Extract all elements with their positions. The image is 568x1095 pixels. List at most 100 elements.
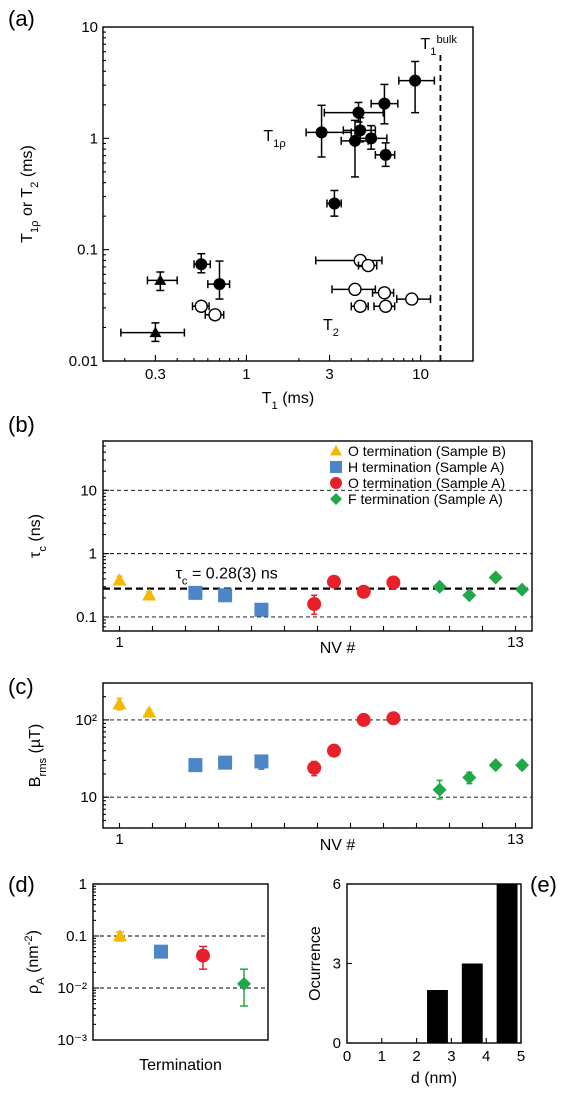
x-tick-label: 0.3 <box>145 366 166 383</box>
x-tick-label: 10 <box>412 366 429 383</box>
y-tick-label: 0.1 <box>66 928 87 945</box>
y-tick-label: 10⁻² <box>57 980 87 997</box>
y-tick-label: 10² <box>75 712 97 729</box>
y-tick-label: 0.1 <box>77 242 98 259</box>
y-axis-label: Ocurrence <box>307 926 324 1001</box>
data-point-open <box>348 282 362 297</box>
y-tick-label: 0 <box>333 1035 341 1052</box>
panel-c-chart: 10 10² 1 13 NV # Brms (µT) <box>27 682 533 854</box>
legend-marker-square <box>330 461 342 473</box>
data-point-open <box>377 286 392 300</box>
legend-label: O termination (Sample B) <box>348 443 506 459</box>
data-point-triangle <box>149 326 162 338</box>
y-tick-label: 1 <box>90 130 98 147</box>
x-tick-label: 2 <box>412 1048 420 1065</box>
y-tick-label: 3 <box>333 956 341 973</box>
data-point-open <box>208 308 222 322</box>
data-point-triangle <box>154 274 167 285</box>
data-point-filled <box>328 197 341 210</box>
x-tick-label: 1 <box>378 1048 386 1065</box>
legend-marker-diamond <box>330 493 342 505</box>
data-point-triangle <box>142 705 157 718</box>
y-tick-label: 1 <box>79 876 87 893</box>
y-axis-label: T1ρ or T2 (ms) <box>19 145 41 243</box>
data-point-circle <box>386 711 401 726</box>
x-tick-label: 1 <box>115 831 123 848</box>
data-point-diamond <box>237 976 251 991</box>
data-point-triangle <box>112 573 127 586</box>
x-tick-label: 13 <box>507 634 524 651</box>
x-tick-label: 4 <box>482 1048 490 1065</box>
legend-label: F termination (Sample A) <box>348 491 503 507</box>
histogram-bar <box>496 884 518 1043</box>
data-point-circle <box>386 575 401 590</box>
data-point-square <box>218 588 233 603</box>
x-axis-label: Termination <box>139 1057 222 1074</box>
plot-frame <box>102 26 474 362</box>
legend-label: O termination (Sample A) <box>348 475 505 491</box>
data-point-filled <box>348 134 361 147</box>
data-point-circle <box>327 743 341 758</box>
y-error-bar <box>350 119 359 178</box>
x-tick-label: 3 <box>325 366 333 383</box>
y-tick-label: 0.01 <box>69 353 98 370</box>
data-point-filled <box>213 278 226 291</box>
legend-marker-circle <box>330 477 342 489</box>
data-point-filled <box>365 132 378 145</box>
data-point-open <box>353 299 367 313</box>
data-point-square <box>188 758 203 773</box>
t2-label: T2 <box>323 317 339 339</box>
x-tick-label: 1 <box>242 366 250 383</box>
x-axis-label: NV # <box>320 640 356 657</box>
t1rho-label: T1ρ <box>263 128 285 150</box>
data-point-diamond <box>432 782 447 797</box>
x-tick-label: 13 <box>507 831 524 848</box>
y-tick-label: 10 <box>80 789 97 806</box>
data-point-square <box>254 754 269 769</box>
data-point-open <box>194 299 208 313</box>
data-point-filled <box>352 106 365 119</box>
panel-b-chart: 0.1 1 10 1 13 NV # τc (ns) τc = 0.28(3) ns O ter… <box>27 440 533 657</box>
bulk-label: T1bulk <box>420 34 457 58</box>
histogram-bar <box>461 963 483 1043</box>
x-tick-label: 1 <box>115 634 123 651</box>
panel-label-b: (b) <box>8 412 35 437</box>
y-error-bar <box>411 60 420 114</box>
data-point-filled <box>315 126 328 139</box>
x-tick-label: 5 <box>517 1048 525 1065</box>
x-axis-label: d (nm) <box>411 1070 457 1087</box>
data-point-filled <box>354 124 367 137</box>
panel-label-c: (c) <box>8 674 34 699</box>
data-point-filled <box>195 258 208 271</box>
x-tick-label: 3 <box>447 1048 455 1065</box>
data-point-circle <box>356 712 371 727</box>
data-point-diamond <box>515 582 530 597</box>
y-tick-label: 10 <box>81 19 98 36</box>
data-point-circle <box>307 760 322 775</box>
data-point-filled <box>409 74 422 87</box>
legend-marker-triangle <box>330 445 342 456</box>
y-tick-label: 6 <box>333 876 341 893</box>
panel-label-e: (e) <box>530 872 557 897</box>
data-point-diamond <box>462 588 477 603</box>
y-tick-label: 10 <box>80 482 97 499</box>
y-axis-label: τc (ns) <box>27 514 49 558</box>
histogram-bar <box>427 990 448 1043</box>
panel-label-a: (a) <box>8 6 35 31</box>
data-point-circle <box>196 948 210 963</box>
data-point-diamond <box>432 579 447 594</box>
data-point-diamond <box>488 570 503 585</box>
panel-label-d: (d) <box>8 872 35 897</box>
data-point-triangle <box>113 929 127 942</box>
data-point-triangle <box>112 697 127 710</box>
x-axis-label: NV # <box>320 837 356 854</box>
y-axis-label: ρA (nm-2) <box>23 930 47 994</box>
data-point-diamond <box>488 758 503 773</box>
data-point-square <box>154 944 168 959</box>
data-point-filled <box>379 148 392 161</box>
data-point-diamond <box>462 770 477 785</box>
data-point-open <box>378 299 393 313</box>
legend-label: H termination (Sample A) <box>348 459 504 475</box>
y-tick-label: 10⁻³ <box>57 1032 87 1049</box>
